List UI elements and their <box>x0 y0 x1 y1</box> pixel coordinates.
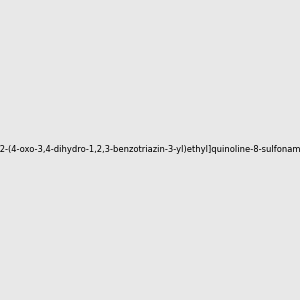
Text: N-[2-(4-oxo-3,4-dihydro-1,2,3-benzotriazin-3-yl)ethyl]quinoline-8-sulfonamide: N-[2-(4-oxo-3,4-dihydro-1,2,3-benzotriaz… <box>0 146 300 154</box>
